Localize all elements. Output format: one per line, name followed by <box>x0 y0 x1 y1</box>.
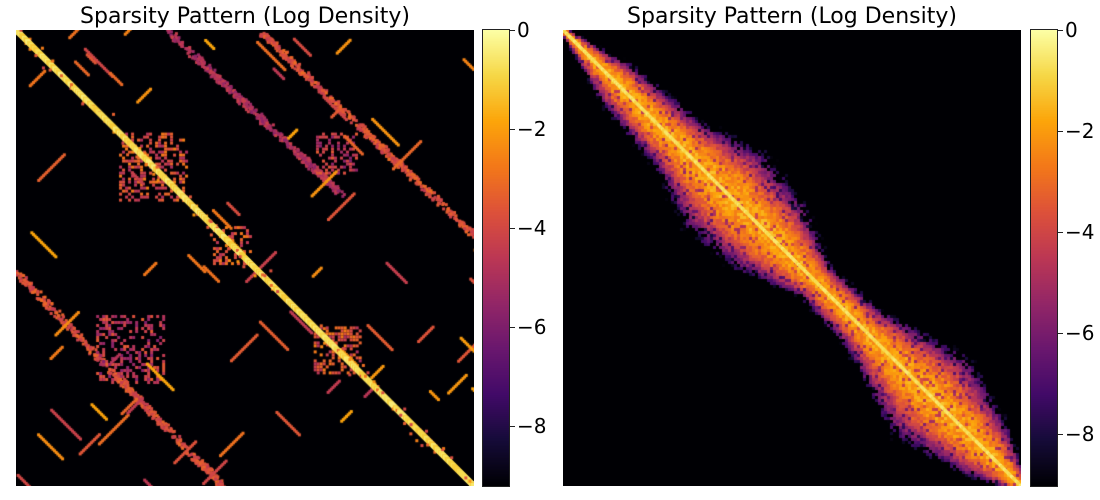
colorbar-tick <box>509 30 515 31</box>
colorbar-tick <box>509 425 515 427</box>
colorbar-tick-label: −6 <box>1065 321 1095 346</box>
colorbar-tick <box>1057 131 1063 133</box>
colorbar-tick-label: −8 <box>1065 422 1095 447</box>
sparsity-chart-left: Sparsity Pattern (Log Density) 0 −2 −4 −6 −8 <box>16 0 576 500</box>
colorbar-tick <box>509 227 515 229</box>
sparsity-chart-right: Sparsity Pattern (Log Density) 0 −2 −4 −6 −8 <box>563 0 1100 500</box>
colorbar-tick <box>1057 333 1063 335</box>
colorbar-tick <box>509 326 515 328</box>
colorbar-tick-label: −2 <box>517 116 547 141</box>
heatmap-plot <box>563 30 1021 486</box>
colorbar-tick <box>1057 434 1063 436</box>
chart-title: Sparsity Pattern (Log Density) <box>80 4 410 29</box>
heatmap-plot <box>16 30 474 486</box>
colorbar-tick <box>1057 30 1063 31</box>
colorbar-tick-label: 0 <box>517 18 530 42</box>
chart-title: Sparsity Pattern (Log Density) <box>627 4 957 29</box>
colorbar-tick-label: −6 <box>517 314 547 339</box>
colorbar-tick-label: 0 <box>1065 18 1078 42</box>
colorbar <box>482 29 510 487</box>
colorbar-tick-label: −4 <box>1065 220 1095 245</box>
colorbar <box>1030 29 1058 487</box>
colorbar-tick-label: −8 <box>517 413 547 438</box>
colorbar-tick <box>1057 232 1063 234</box>
colorbar-tick-label: −2 <box>1065 119 1095 144</box>
colorbar-tick-label: −4 <box>517 215 547 240</box>
colorbar-tick <box>509 128 515 130</box>
